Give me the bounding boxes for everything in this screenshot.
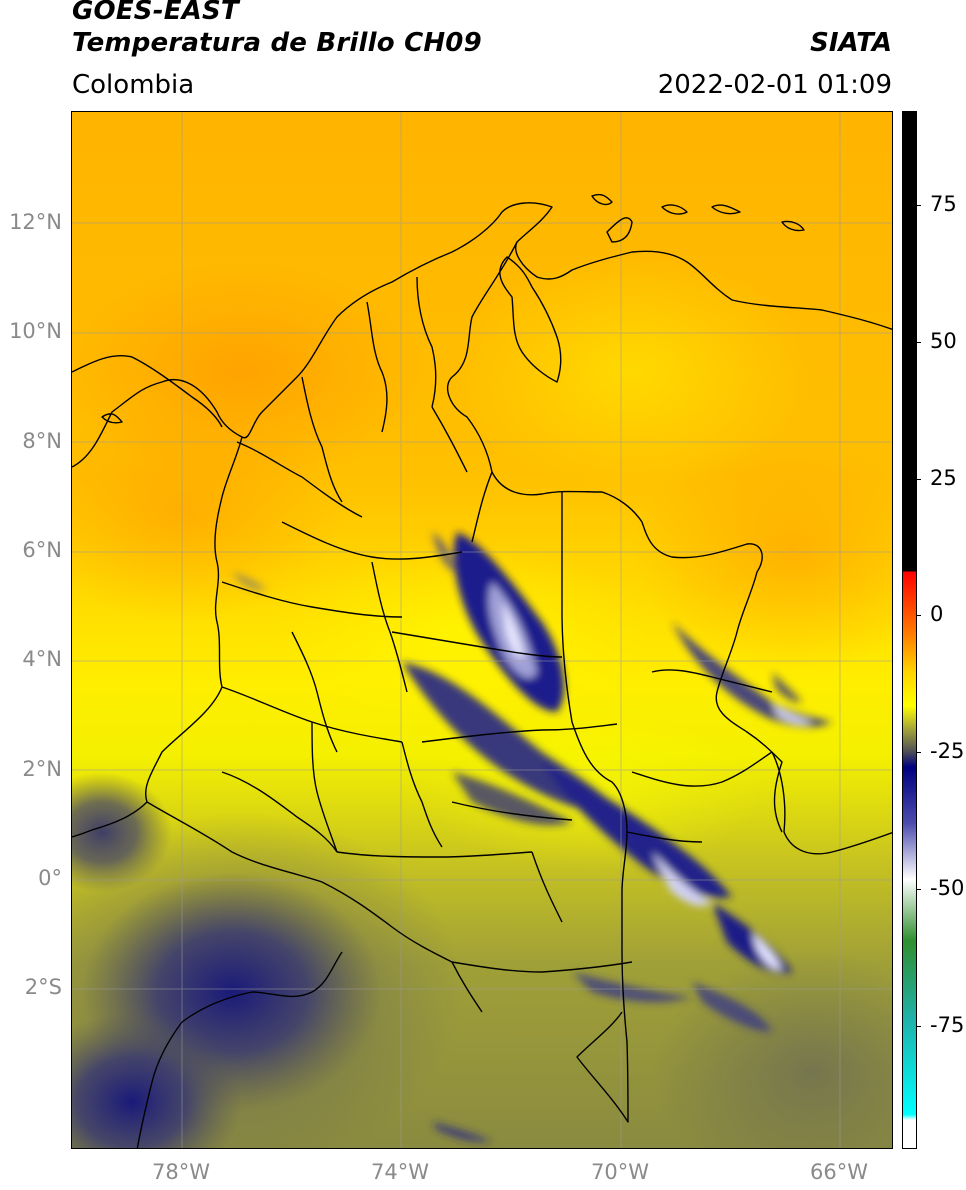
satellite-map[interactable] — [71, 111, 893, 1149]
convective-clouds — [232, 532, 832, 1143]
lon-label-78w: 78°W — [152, 1160, 210, 1184]
lat-label-2n: 2°N — [22, 757, 62, 781]
lat-label-6n: 6°N — [22, 538, 62, 562]
colorbar-label-50: 50 — [930, 329, 957, 353]
borders — [72, 193, 892, 1148]
lon-label-74w: 74°W — [371, 1160, 429, 1184]
lon-label-70w: 70°W — [591, 1160, 649, 1184]
lon-label-66w: 66°W — [810, 1160, 868, 1184]
brand-label: SIATA — [810, 28, 892, 58]
colorbar-label-0: 0 — [930, 602, 944, 626]
graticule — [72, 112, 892, 1148]
map-canvas — [72, 112, 892, 1148]
product-title: Temperatura de Brillo CH09 — [72, 28, 482, 58]
colorbar-label-25: 25 — [930, 466, 957, 490]
colorbar-label-75: 75 — [930, 192, 957, 216]
timestamp-label: 2022-02-01 01:09 — [657, 70, 892, 100]
lat-label-4n: 4°N — [22, 647, 62, 671]
lat-label-8n: 8°N — [22, 429, 62, 453]
satellite-title: GOES-EAST — [72, 0, 239, 26]
colorbar-label-minus50: -50 — [930, 876, 965, 900]
lat-label-12n: 12°N — [9, 210, 62, 234]
lat-label-0: 0° — [38, 866, 62, 890]
colorbar-label-minus25: -25 — [930, 739, 965, 763]
colorbar-label-minus75: -75 — [930, 1013, 965, 1037]
lat-label-2s: 2°S — [24, 975, 62, 999]
colorbar — [902, 111, 917, 1149]
lat-label-10n: 10°N — [9, 319, 62, 343]
region-label: Colombia — [72, 70, 195, 100]
